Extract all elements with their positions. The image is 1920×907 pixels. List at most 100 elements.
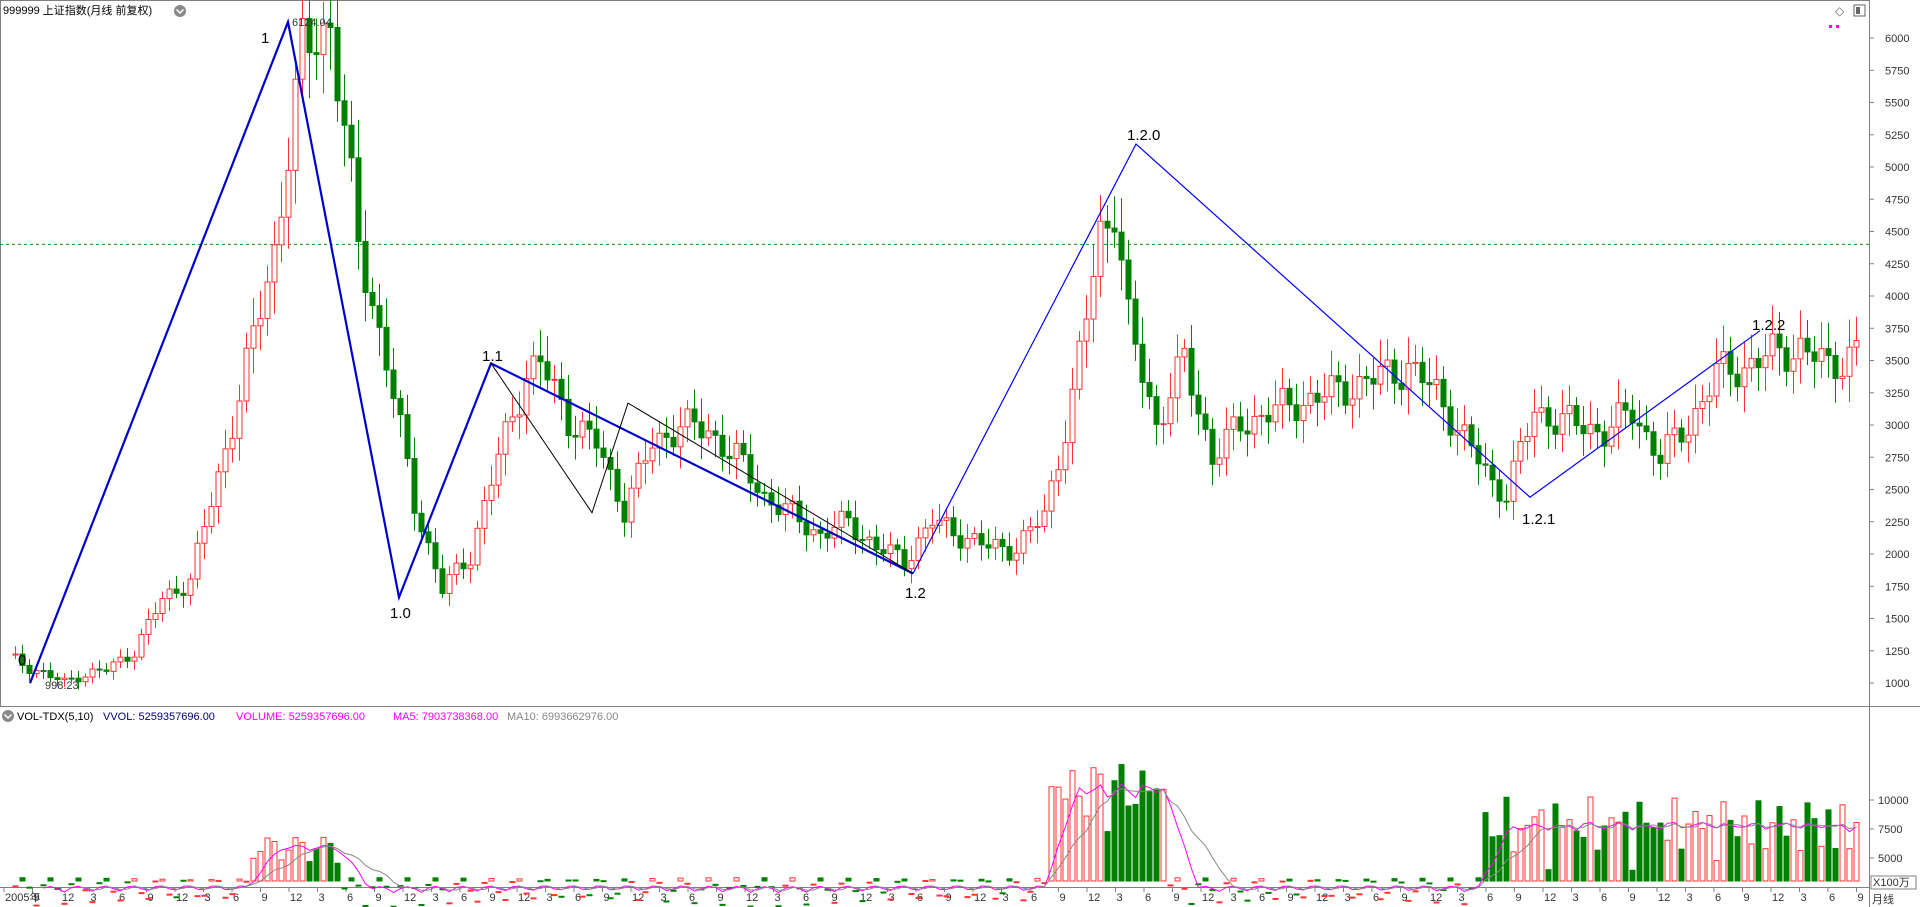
candle bbox=[1419, 347, 1426, 407]
volume-bar bbox=[1706, 815, 1713, 882]
volume-bar bbox=[614, 892, 621, 895]
candle bbox=[383, 298, 390, 388]
time-tick-label: 12 bbox=[404, 892, 416, 904]
candle bbox=[1622, 388, 1629, 428]
volume-bar bbox=[1013, 881, 1020, 884]
candle bbox=[1797, 310, 1804, 384]
volume-bar bbox=[481, 881, 488, 884]
volume-bar bbox=[208, 879, 215, 882]
price-tick-label: 5250 bbox=[1885, 130, 1909, 142]
candle bbox=[243, 332, 250, 413]
title-menu-icon[interactable] bbox=[174, 5, 186, 17]
wave-sub-line bbox=[912, 143, 1761, 574]
volume-ma10-line bbox=[78, 787, 1857, 891]
candle bbox=[12, 646, 19, 660]
candle bbox=[285, 137, 292, 249]
time-tick-label: 6 bbox=[1373, 892, 1379, 904]
price-tick-label: 2750 bbox=[1885, 452, 1909, 464]
candle bbox=[425, 523, 432, 555]
candle bbox=[558, 362, 565, 421]
candle bbox=[96, 660, 103, 679]
volume-bar bbox=[1545, 869, 1552, 882]
time-tick-label: 3 bbox=[1345, 892, 1351, 904]
candle bbox=[635, 451, 642, 498]
candle bbox=[719, 414, 726, 472]
volume-bar bbox=[1531, 816, 1538, 882]
volume-unit-box bbox=[1870, 875, 1917, 890]
candle bbox=[341, 74, 348, 167]
candle bbox=[1076, 330, 1083, 400]
candle bbox=[1594, 407, 1601, 449]
candle bbox=[159, 591, 166, 623]
volume-bar bbox=[33, 904, 40, 907]
candle bbox=[1657, 438, 1664, 480]
candle bbox=[1258, 405, 1265, 436]
candle bbox=[1671, 409, 1678, 458]
candle bbox=[1412, 344, 1419, 377]
candle bbox=[1839, 357, 1846, 390]
time-tick-label: 12 bbox=[290, 892, 302, 904]
candle bbox=[1020, 519, 1027, 565]
candle bbox=[1608, 405, 1615, 454]
volume-bar bbox=[250, 857, 257, 882]
volume-bar bbox=[1643, 822, 1650, 882]
candle bbox=[614, 451, 621, 512]
wave-label: 1.2.0 bbox=[1127, 127, 1160, 144]
price-tick-label: 1000 bbox=[1885, 678, 1909, 690]
volume-bar bbox=[103, 877, 110, 882]
candle bbox=[1531, 389, 1538, 458]
candle bbox=[327, 0, 334, 70]
time-tick-label: 12 bbox=[860, 892, 872, 904]
volume-bar bbox=[1020, 899, 1027, 902]
time-tick-label: 3 bbox=[661, 892, 667, 904]
volume-bar bbox=[691, 902, 698, 905]
candle bbox=[740, 430, 747, 462]
time-tick-label: 12 bbox=[632, 892, 644, 904]
candle bbox=[467, 551, 474, 584]
volume-bar bbox=[901, 878, 908, 882]
price-tick-label: 5500 bbox=[1885, 98, 1909, 110]
candle bbox=[1832, 341, 1839, 403]
time-tick-label: 12 bbox=[1316, 892, 1328, 904]
candle bbox=[621, 482, 628, 537]
volume-bar bbox=[1608, 817, 1615, 882]
volume-bar bbox=[1034, 877, 1041, 882]
volume-bar bbox=[131, 878, 138, 882]
volume-bar bbox=[677, 877, 684, 882]
candle bbox=[1804, 319, 1811, 366]
price-tick-label: 5750 bbox=[1885, 65, 1909, 77]
candle bbox=[1825, 322, 1832, 378]
volume-bar bbox=[495, 891, 502, 894]
candle bbox=[1384, 339, 1391, 392]
price-tick-label: 3500 bbox=[1885, 356, 1909, 368]
candle bbox=[1489, 449, 1496, 497]
candle bbox=[1300, 381, 1307, 444]
volume-bar bbox=[712, 883, 719, 886]
candle bbox=[453, 553, 460, 586]
candle bbox=[1104, 205, 1111, 263]
candle bbox=[1678, 419, 1685, 452]
volume-bar bbox=[1475, 877, 1482, 882]
volume-bar bbox=[1839, 804, 1846, 882]
candle bbox=[215, 463, 222, 524]
candle bbox=[1790, 334, 1797, 394]
volume-menu-icon[interactable] bbox=[2, 710, 14, 722]
candle bbox=[1776, 312, 1783, 376]
volume-bar bbox=[1496, 835, 1503, 882]
candle bbox=[1713, 338, 1720, 408]
volume-bar bbox=[810, 883, 817, 886]
candle bbox=[481, 486, 488, 545]
volume-bar bbox=[1062, 798, 1069, 882]
candle bbox=[1041, 494, 1048, 533]
candle bbox=[1321, 373, 1328, 421]
candle bbox=[845, 499, 852, 527]
volume-bar bbox=[1461, 903, 1468, 906]
candle bbox=[1552, 409, 1559, 450]
volume-bar bbox=[257, 851, 264, 882]
volume-bar bbox=[1398, 881, 1405, 884]
candle bbox=[1636, 400, 1643, 449]
diamond-icon[interactable]: ◇ bbox=[1835, 4, 1845, 18]
volume-bar bbox=[327, 842, 334, 882]
time-tick-label: 12 bbox=[518, 892, 530, 904]
window-restore-icon[interactable] bbox=[1853, 4, 1866, 17]
